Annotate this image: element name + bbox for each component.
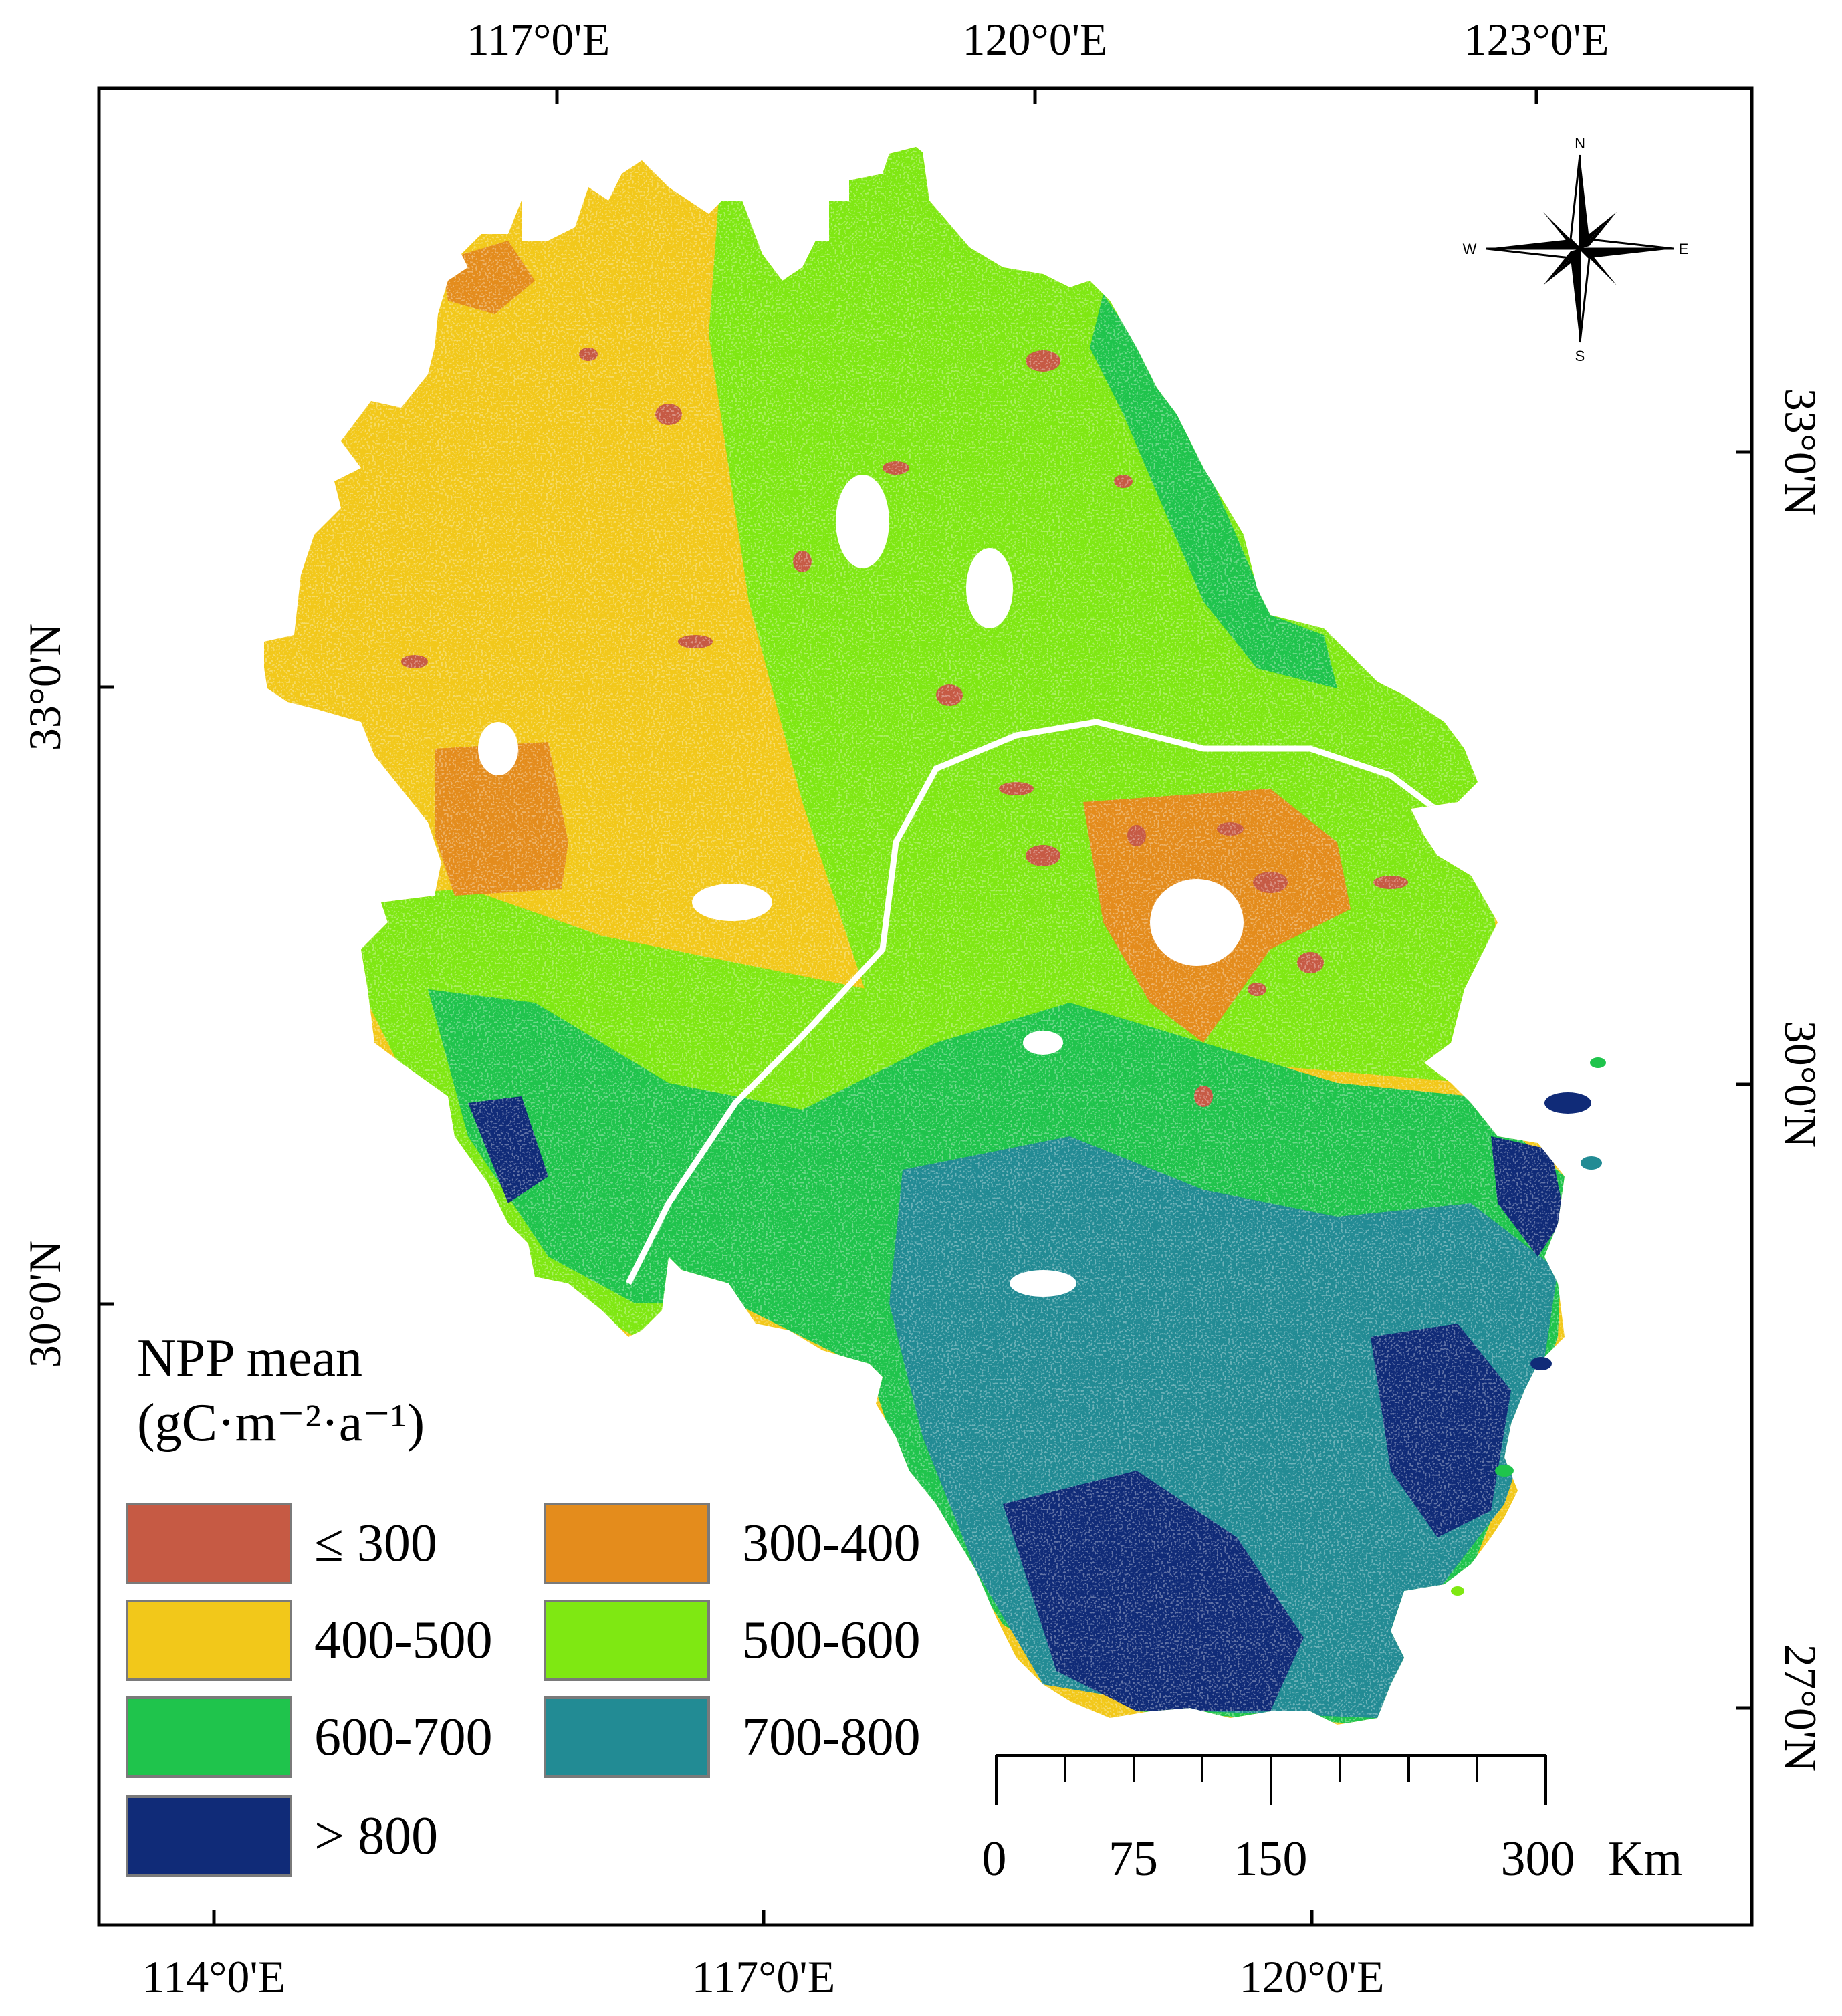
bottom-axis-label: 114°0'E	[142, 1951, 285, 2002]
scale-unit: Km	[1608, 1832, 1682, 1886]
legend-label: ≤ 300	[314, 1514, 437, 1573]
legend: NPP mean (gC·m⁻²·a⁻¹) ≤ 300 300-400 400-50…	[126, 1329, 921, 1877]
water-bodies	[478, 475, 1244, 1297]
legend-title: NPP mean	[137, 1329, 362, 1388]
legend-label: 600-700	[314, 1708, 493, 1767]
compass-s: S	[1575, 348, 1585, 364]
legend-swatch	[544, 1600, 710, 1681]
bottom-axis-label: 117°0'E	[692, 1951, 835, 2002]
legend-unit: (gC·m⁻²·a⁻¹)	[137, 1394, 425, 1453]
right-axis-label: 33°0'N	[1775, 388, 1826, 516]
compass-w: W	[1463, 241, 1477, 257]
compass-n: N	[1575, 135, 1585, 152]
scale-label: 75	[1109, 1832, 1158, 1886]
top-axis-label: 117°0'E	[467, 14, 610, 65]
scale-label: 0	[982, 1832, 1007, 1886]
legend-swatch	[544, 1696, 710, 1778]
right-axis-label: 30°0'N	[1775, 1021, 1826, 1148]
scale-label: 300	[1501, 1832, 1575, 1886]
bottom-axis-label: 120°0'E	[1240, 1951, 1385, 2002]
legend-swatch	[126, 1696, 292, 1778]
axis-ticks	[99, 88, 1752, 1925]
north-arrow-icon: N S E W	[1463, 135, 1689, 364]
left-axis-label: 33°0'N	[19, 624, 70, 751]
yangtze-river	[625, 719, 1446, 1285]
legend-label: 400-500	[314, 1611, 493, 1670]
legend-swatch	[126, 1600, 292, 1681]
compass-e: E	[1679, 241, 1689, 257]
scale-bar: 0 75 150 300 Km	[982, 1754, 1682, 1886]
left-axis-label: 30°0'N	[19, 1241, 70, 1368]
legend-swatch	[544, 1503, 710, 1584]
scale-label: 150	[1234, 1832, 1308, 1886]
offshore-islands	[1451, 1057, 1606, 1596]
top-axis-label: 120°0'E	[963, 14, 1108, 65]
legend-label: > 800	[314, 1807, 438, 1866]
legend-label: 300-400	[742, 1514, 921, 1573]
legend-swatch	[126, 1795, 292, 1877]
right-axis-label: 27°0'N	[1775, 1644, 1826, 1772]
legend-label: 700-800	[742, 1708, 921, 1767]
legend-items: ≤ 300 300-400 400-500 500-600 600-700 700-800…	[126, 1503, 921, 1877]
legend-swatch	[126, 1503, 292, 1584]
legend-label: 500-600	[742, 1611, 921, 1670]
top-axis-label: 123°0'E	[1464, 14, 1609, 65]
